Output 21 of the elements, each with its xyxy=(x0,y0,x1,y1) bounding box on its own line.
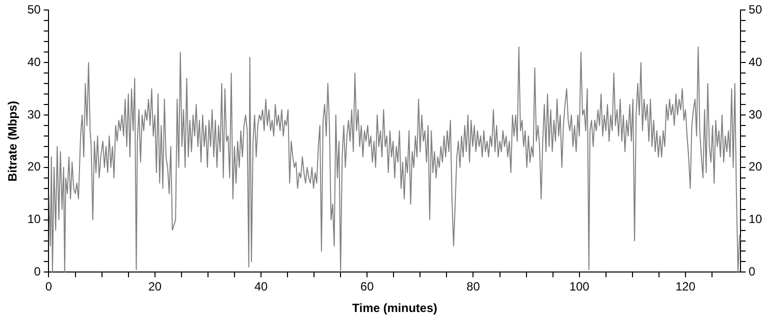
y-tick-label: 10 xyxy=(27,212,42,226)
y-tick-label: 30 xyxy=(27,107,42,122)
x-tick-label: 60 xyxy=(360,280,374,294)
y-tick-label: 0 xyxy=(34,264,42,279)
y-tick-label: 50 xyxy=(27,2,42,17)
y-axis-title: Bitrate (Mbps) xyxy=(6,100,20,182)
x-tick-label: 80 xyxy=(466,280,480,294)
x-tick-label: 0 xyxy=(45,280,52,294)
y2-tick-label: 50 xyxy=(748,2,762,17)
y2-tick-label: 20 xyxy=(748,160,762,174)
y-tick-label: 20 xyxy=(27,160,42,174)
y2-tick-label: 10 xyxy=(748,212,762,226)
y2-tick-label: 30 xyxy=(748,107,762,122)
y2-tick-label: 0 xyxy=(748,264,756,279)
x-tick-label: 40 xyxy=(254,280,268,294)
y-tick-label: 40 xyxy=(27,54,42,69)
x-tick-label: 120 xyxy=(675,280,696,294)
x-axis-title: Time (minutes) xyxy=(352,301,438,316)
x-tick-label: 20 xyxy=(148,280,162,294)
x-tick-label: 100 xyxy=(569,280,590,294)
y2-tick-label: 40 xyxy=(748,54,762,69)
